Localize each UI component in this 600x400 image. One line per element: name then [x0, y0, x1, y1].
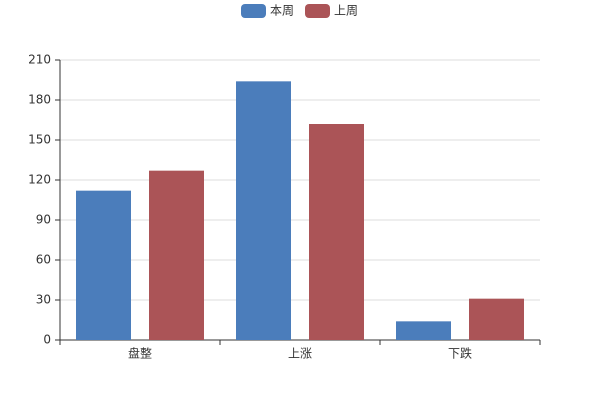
bar [396, 321, 451, 340]
legend-label[interactable]: 上周 [334, 4, 358, 18]
y-tick-label: 150 [28, 133, 51, 147]
x-tick-label: 上涨 [288, 346, 312, 361]
y-tick-label: 0 [43, 333, 51, 347]
bar [309, 124, 364, 340]
legend-swatch[interactable] [305, 4, 330, 18]
y-tick-label: 210 [28, 53, 51, 67]
bar [76, 190, 131, 340]
y-tick-label: 180 [28, 93, 51, 107]
bar [149, 170, 204, 340]
y-tick-label: 120 [28, 173, 51, 187]
y-tick-label: 60 [36, 253, 51, 267]
legend-label[interactable]: 本周 [270, 4, 294, 18]
y-tick-label: 30 [36, 293, 51, 307]
x-tick-label: 盘整 [128, 346, 152, 361]
legend-swatch[interactable] [241, 4, 266, 18]
bar [469, 298, 524, 340]
y-tick-label: 90 [36, 213, 51, 227]
x-tick-label: 下跌 [448, 346, 472, 361]
bar [236, 81, 291, 340]
